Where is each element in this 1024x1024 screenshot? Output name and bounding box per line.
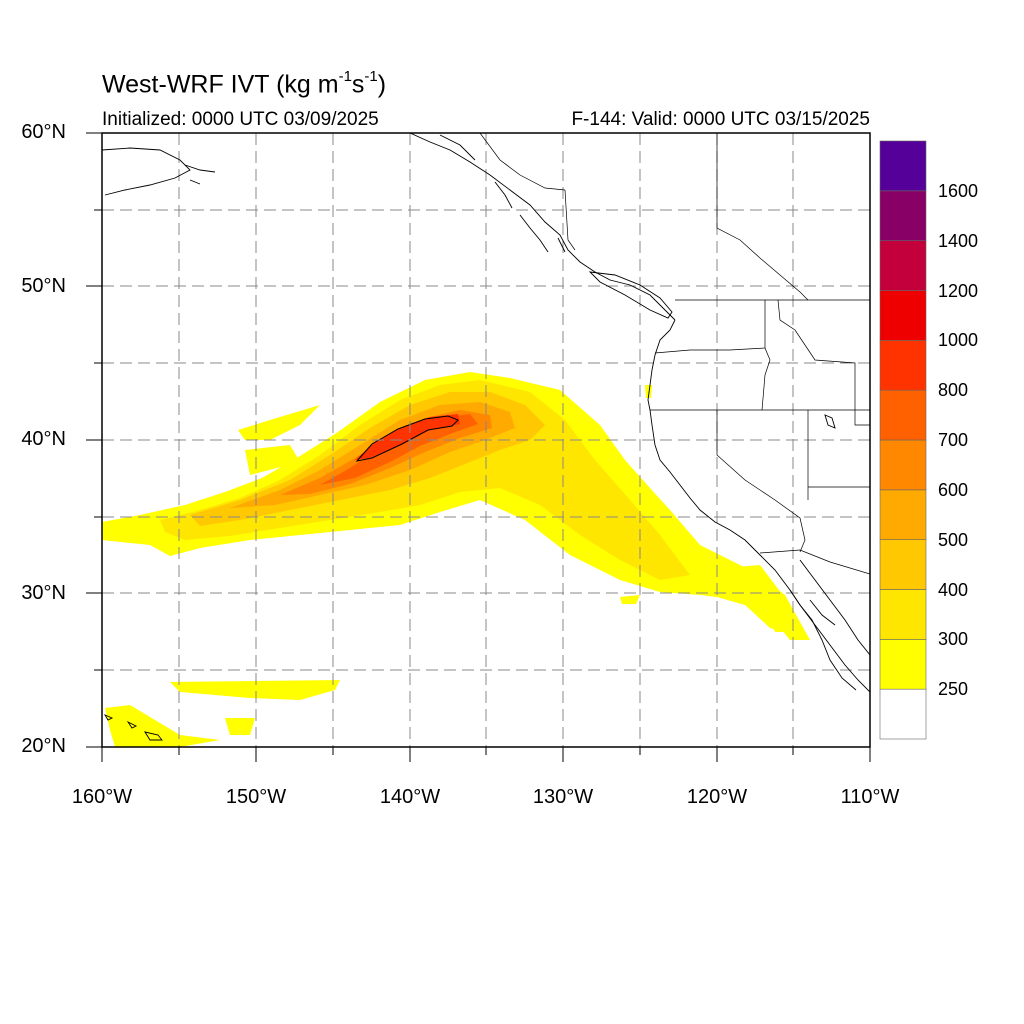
ivt-band-250 (645, 385, 652, 398)
colorbar-label: 300 (938, 629, 969, 650)
alaska-coast (409, 133, 676, 321)
colorbar-box (879, 340, 927, 391)
colorbar-box (879, 290, 927, 341)
vancouver-island (588, 271, 673, 319)
coastlines (102, 133, 870, 741)
ivt-band-250 (772, 622, 792, 632)
colorbar-label: 250 (938, 679, 969, 700)
ivt-band-250 (225, 718, 255, 735)
lon-label: 150°W (225, 786, 287, 808)
baja-coast (789, 589, 857, 691)
colorbar-label: 500 (938, 529, 969, 550)
lat-label: 20°N (21, 735, 66, 757)
colorbar-label: 1200 (938, 280, 979, 301)
lat-label: 30°N (21, 582, 66, 604)
colorbar-label: 1400 (938, 230, 979, 251)
map-title: West-WRF IVT (kg m-1s-1) (102, 68, 387, 99)
ivt-band-250 (170, 680, 340, 700)
init-time: Initialized: 0000 UTC 03/09/2025 (102, 109, 379, 130)
colorbar-box (879, 589, 927, 640)
colorbar-label: 600 (938, 479, 969, 500)
colorbar-label: 400 (938, 579, 969, 600)
ivt-band-250 (105, 705, 220, 747)
colorbar-box (879, 639, 927, 690)
axis-ticks (86, 132, 871, 762)
alaska-border (479, 133, 576, 251)
colorbar-box (879, 389, 927, 441)
ivt-contour-1000 (355, 415, 459, 462)
colorbar-label: 1600 (938, 180, 979, 201)
nevada-lake (824, 414, 836, 429)
lon-label: 130°W (532, 786, 594, 808)
ivt-band-250 (238, 405, 320, 440)
ivt-band-700 (320, 414, 478, 485)
colorbar-box (879, 489, 927, 540)
colorbar (879, 140, 927, 740)
colorbar-box (879, 539, 927, 590)
mainland-mexico (799, 559, 870, 656)
ivt-shading (102, 372, 810, 747)
lon-label: 160°W (71, 786, 133, 808)
colorbar-box (879, 688, 927, 740)
colorbar-label: 1000 (938, 330, 979, 351)
montana-idaho (777, 299, 870, 426)
colorbar-box (879, 190, 927, 241)
valid-time: F-144: Valid: 0000 UTC 03/15/2025 (571, 109, 870, 130)
lon-label: 120°W (686, 786, 748, 808)
ivt-band-300 (160, 380, 690, 580)
lat-label: 40°N (21, 428, 66, 450)
bc-alberta-border (716, 133, 809, 301)
ivt-band-250 (620, 595, 640, 604)
ivt-band-250 (245, 445, 300, 475)
colorbar-label: 700 (938, 430, 969, 450)
lat-label: 60°N (21, 121, 66, 143)
us-mexico-border (759, 549, 870, 575)
lon-label: 110°W (840, 786, 900, 808)
graticule (102, 133, 870, 747)
bering-islands (184, 164, 216, 185)
west-coast (647, 319, 870, 693)
colorbar-box (879, 240, 927, 291)
colorbar-box (879, 140, 927, 192)
lat-label: 50°N (21, 275, 66, 297)
colorbar-label: 800 (938, 380, 969, 401)
colorbar-box (879, 439, 927, 491)
california-nevada (716, 410, 806, 553)
political-borders (479, 133, 870, 575)
idaho-border (761, 300, 771, 411)
lon-label: 140°W (379, 786, 441, 808)
washington-oregon (654, 347, 766, 354)
ivt-band-250 (102, 372, 810, 640)
siberia-coast (102, 147, 191, 196)
ivt-band-250 (700, 565, 810, 640)
hawaii (103, 714, 163, 741)
ivt-band-800 (355, 414, 460, 460)
alaska-islands (439, 134, 566, 253)
